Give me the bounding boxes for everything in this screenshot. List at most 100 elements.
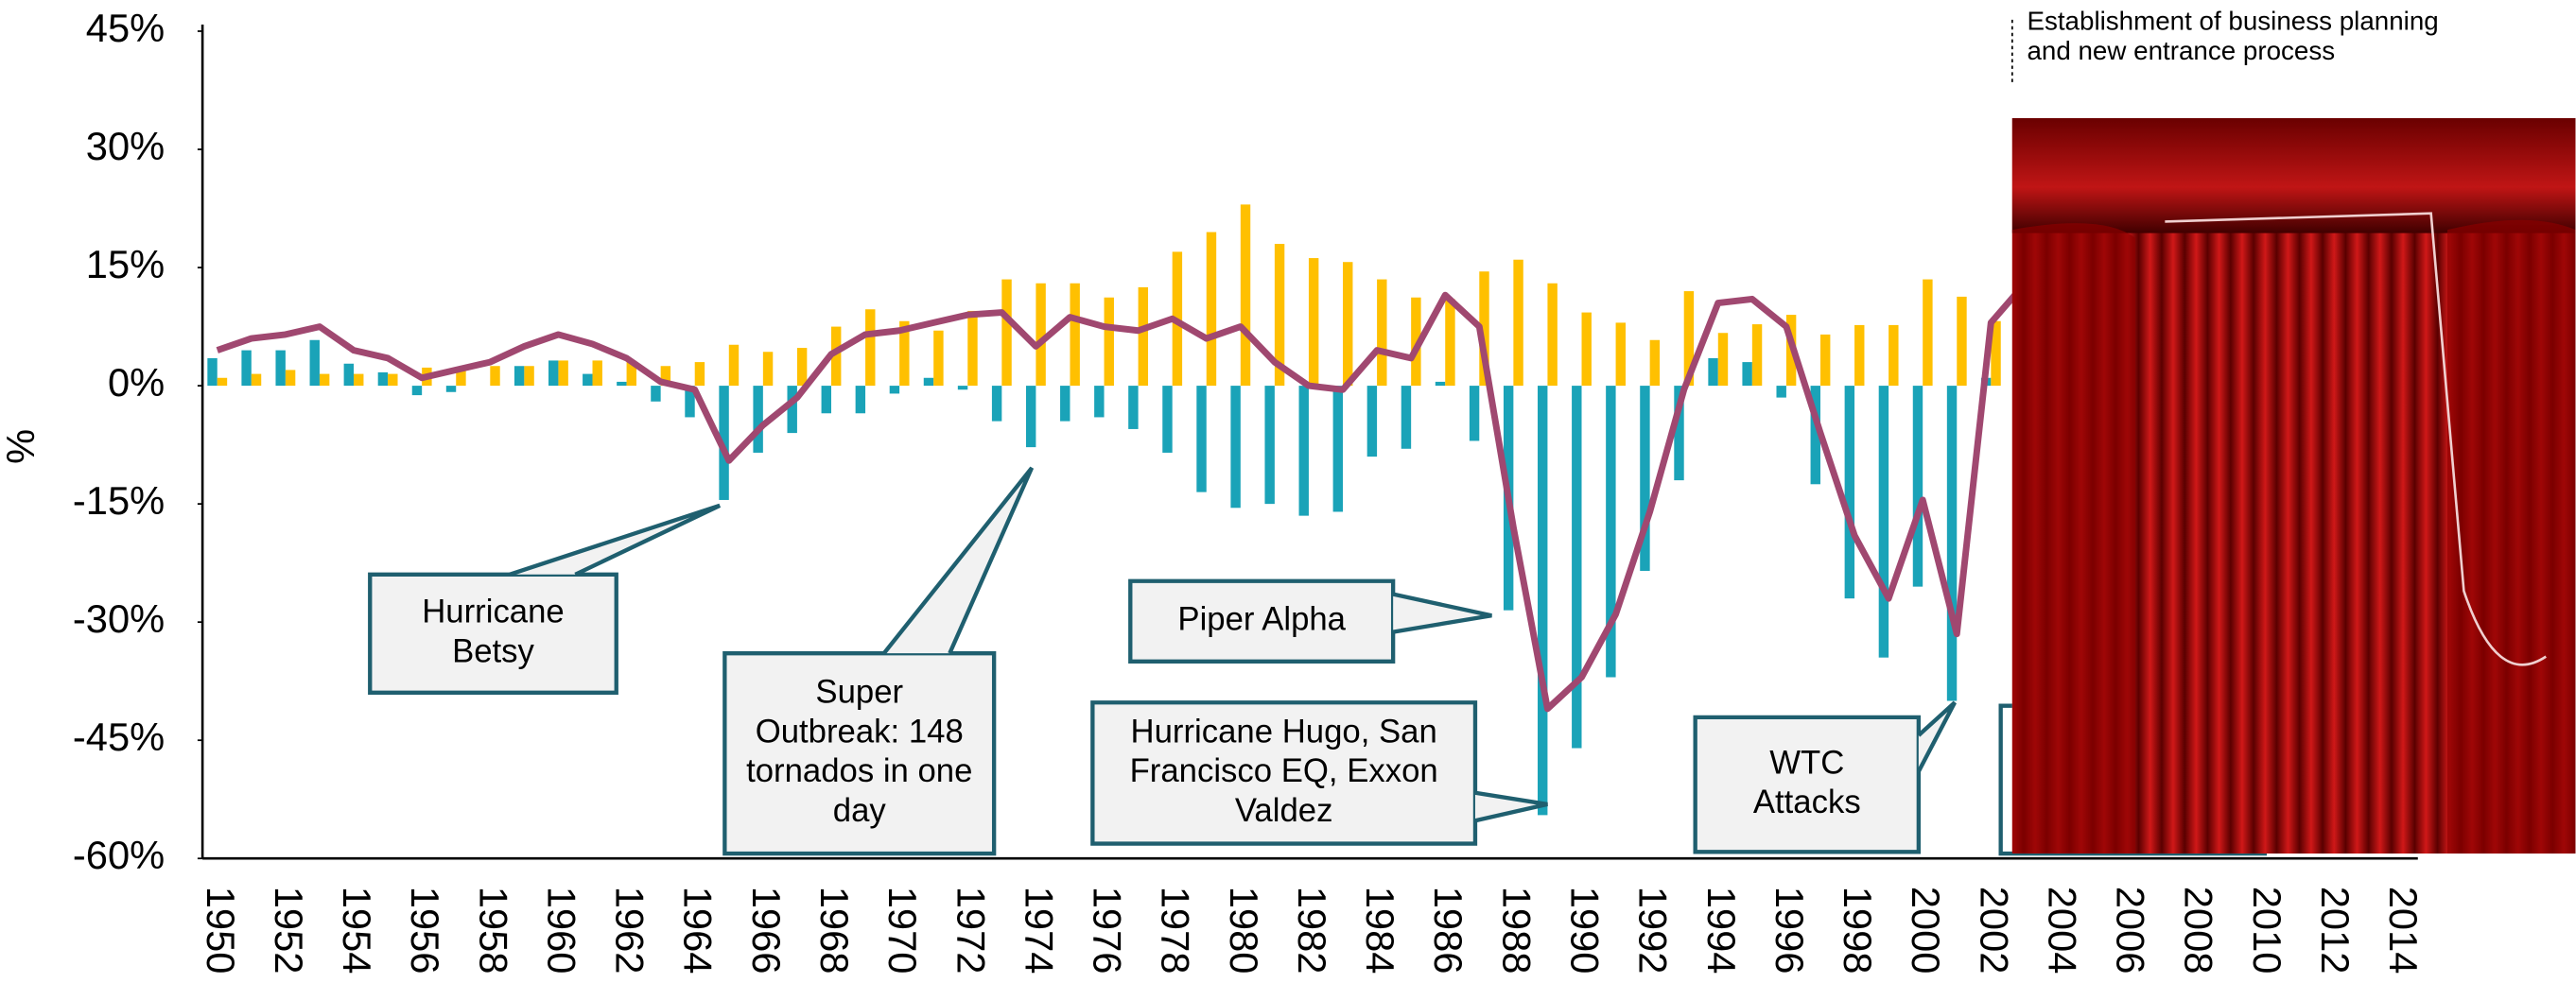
callout-pointer xyxy=(882,466,1035,655)
annotation-text: WTC xyxy=(1769,745,1844,781)
callout-pointer xyxy=(1392,592,1492,634)
bar xyxy=(1513,259,1523,387)
bar xyxy=(1138,286,1149,387)
bar xyxy=(377,371,389,387)
annotation-text: Piper Alpha xyxy=(1177,601,1346,637)
bar xyxy=(1538,386,1548,816)
bar xyxy=(1479,271,1489,387)
bar xyxy=(1946,386,1958,701)
bar xyxy=(217,377,228,387)
bar xyxy=(651,386,661,402)
bar xyxy=(1411,297,1421,387)
bar xyxy=(1991,320,2001,387)
bar xyxy=(1957,296,1967,387)
bar xyxy=(821,386,831,414)
bar xyxy=(753,386,763,453)
bar xyxy=(1206,232,1217,387)
bar xyxy=(1435,381,1446,387)
bar xyxy=(889,386,900,394)
x-tick-label: 1974 xyxy=(1017,887,1061,974)
annotation-text: Betsy xyxy=(452,633,534,669)
x-tick-label: 1996 xyxy=(1767,887,1812,974)
bar xyxy=(933,330,944,387)
note-text: Establishment of business planning xyxy=(2027,7,2438,36)
y-axis-label: % xyxy=(0,429,43,464)
note-text: and new entrance process xyxy=(2027,36,2335,65)
annotation-text: day xyxy=(833,793,887,829)
bar xyxy=(1104,297,1114,387)
bar xyxy=(728,344,740,387)
bar xyxy=(343,363,355,387)
annotation-text: Hurricane xyxy=(422,595,565,630)
annotation-text: Attacks xyxy=(1753,785,1861,820)
x-tick-label: 1958 xyxy=(471,887,515,974)
bar xyxy=(1308,258,1319,387)
bar xyxy=(1742,362,1752,387)
bar xyxy=(1854,324,1865,387)
bar xyxy=(445,386,457,392)
bar xyxy=(1649,339,1661,387)
bar xyxy=(1683,291,1695,387)
x-tick-label: 2012 xyxy=(2313,887,2358,974)
bar xyxy=(1776,386,1786,398)
bar xyxy=(1547,283,1558,387)
x-tick-label: 1990 xyxy=(1563,887,1608,974)
y-tick-label: -30% xyxy=(73,596,165,641)
bar xyxy=(1606,386,1616,678)
x-tick-label: 1970 xyxy=(880,887,925,974)
x-tick-label: 2000 xyxy=(1904,887,1948,974)
bar xyxy=(411,386,423,396)
x-tick-label: 1976 xyxy=(1086,887,1130,974)
bar xyxy=(1878,386,1889,658)
bar xyxy=(1888,324,1899,387)
bar xyxy=(1844,386,1855,599)
bar xyxy=(1366,386,1378,457)
bar xyxy=(513,366,525,387)
bar xyxy=(967,310,978,387)
x-tick-label: 1972 xyxy=(949,887,993,974)
x-tick-label: 2008 xyxy=(2177,887,2221,974)
bar xyxy=(1674,386,1684,481)
bar xyxy=(592,360,602,387)
bar xyxy=(796,348,808,387)
bar xyxy=(388,373,398,387)
bar xyxy=(1469,386,1480,441)
bar xyxy=(1025,386,1036,448)
bar xyxy=(957,386,968,390)
bar xyxy=(626,362,636,387)
bar xyxy=(1298,386,1309,516)
callout-pointer xyxy=(1474,790,1548,823)
bar xyxy=(1196,386,1207,492)
bar xyxy=(787,386,797,434)
bar xyxy=(1377,279,1387,387)
bar xyxy=(241,350,252,387)
callout xyxy=(1128,578,1396,664)
bar xyxy=(319,373,330,387)
bar xyxy=(1810,386,1820,485)
bar xyxy=(548,360,559,387)
x-tick-label: 1952 xyxy=(267,887,311,974)
x-tick-label: 1954 xyxy=(335,887,379,974)
callout-pointer xyxy=(509,503,722,577)
x-tick-label: 1988 xyxy=(1494,887,1539,974)
x-tick-label: 1966 xyxy=(744,887,789,974)
bar xyxy=(617,381,627,387)
x-tick-label: 1960 xyxy=(539,887,583,974)
bar xyxy=(1819,334,1831,387)
curtain xyxy=(2011,118,2576,854)
y-tick-label: 30% xyxy=(86,124,165,168)
y-tick-label: 0% xyxy=(108,360,165,405)
bar xyxy=(1572,386,1582,749)
bar xyxy=(275,350,286,387)
bar xyxy=(1274,244,1285,387)
callout xyxy=(1090,700,1478,846)
x-tick-label: 1986 xyxy=(1426,887,1471,974)
bar xyxy=(1615,322,1626,387)
bar xyxy=(899,320,910,387)
bar xyxy=(1401,386,1412,449)
bar xyxy=(694,362,705,387)
x-tick-label: 1968 xyxy=(812,887,857,974)
annotation-text: Super xyxy=(815,675,903,711)
bar xyxy=(1708,357,1718,387)
bar xyxy=(830,326,842,387)
